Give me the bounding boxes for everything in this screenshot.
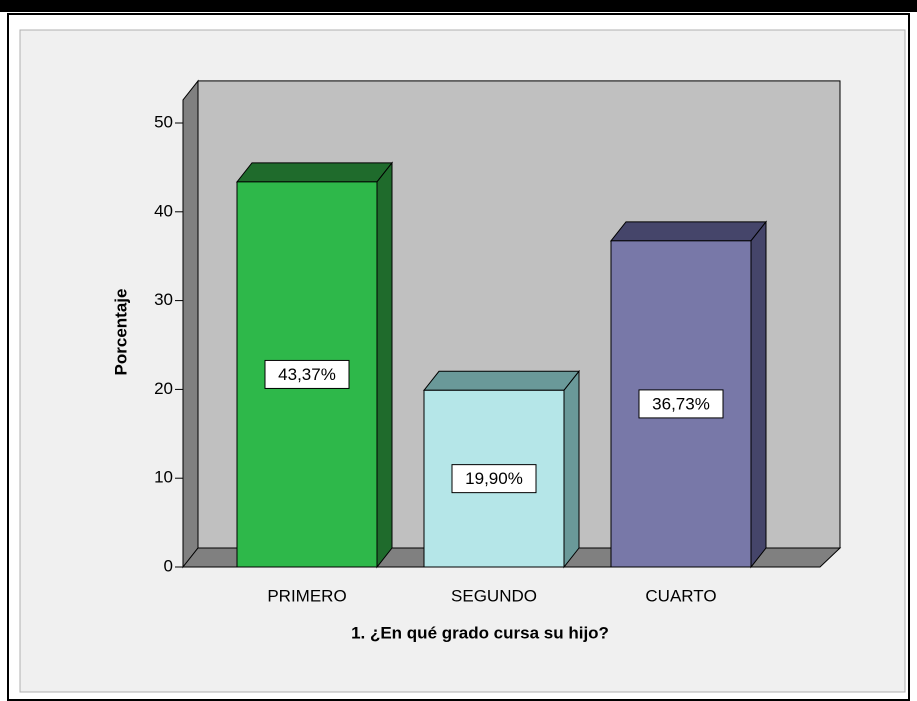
y-tick-label: 50 <box>154 112 173 131</box>
value-label: 19,90% <box>465 469 523 488</box>
x-tick-label: CUARTO <box>645 586 716 605</box>
bar-side <box>563 369 580 569</box>
y-tick-label: 30 <box>154 290 173 309</box>
bar-side <box>750 220 767 569</box>
y-axis-title: Porcentaje <box>111 289 130 376</box>
bar-group: 19,90% <box>422 369 581 569</box>
side-wall <box>182 79 199 569</box>
bar-top <box>609 221 768 242</box>
value-label-box <box>638 389 724 419</box>
bar-side <box>376 161 393 569</box>
x-tick-label: SEGUNDO <box>451 586 537 605</box>
y-tick-label: 40 <box>154 201 173 220</box>
value-label: 36,73% <box>652 394 710 413</box>
value-label-box <box>264 359 350 389</box>
value-label-box <box>451 464 537 494</box>
value-label: 43,37% <box>278 365 336 384</box>
bar-top <box>235 162 394 183</box>
x-axis-title: 1. ¿En qué grado cursa su hijo? <box>351 623 609 642</box>
bar-group: 43,37% <box>235 161 394 569</box>
title-bar <box>0 0 917 12</box>
y-tick-label: 10 <box>154 468 173 487</box>
bar-top <box>422 370 581 391</box>
bar-group: 36,73% <box>609 220 768 569</box>
x-tick-label: PRIMERO <box>267 586 346 605</box>
y-tick-label: 0 <box>164 556 173 575</box>
y-tick-label: 20 <box>154 379 173 398</box>
